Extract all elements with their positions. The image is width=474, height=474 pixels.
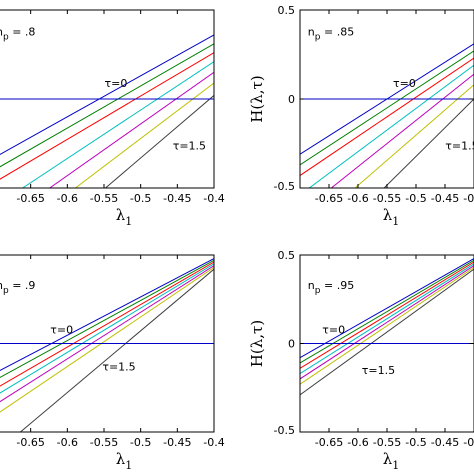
series-line-3 [308, 64, 474, 188]
series-group [0, 258, 214, 432]
series-line-2 [300, 261, 474, 369]
x-tick-label: -0.4 [463, 192, 474, 205]
x-axis-label: λ1 [383, 450, 400, 472]
x-tick-label: -0.45 [163, 436, 191, 449]
x-tick-label: -0.65 [315, 192, 343, 205]
y-axis-label: H(λ,τ) [248, 320, 266, 367]
x-tick-label: -0.55 [90, 192, 118, 205]
series-line-4 [331, 73, 474, 188]
x-tick-label: -0.6 [57, 192, 78, 205]
series-line-3 [300, 263, 474, 375]
x-tick-label: -0.65 [16, 192, 44, 205]
series-line-1 [300, 50, 474, 166]
tau-annotation: τ=0 [322, 323, 345, 336]
series-line-1 [300, 259, 474, 364]
x-tick-label: -0.5 [130, 436, 151, 449]
x-tick-label: -0.55 [373, 192, 401, 205]
series-line-3 [22, 61, 214, 188]
series-line-6 [105, 95, 214, 188]
series-line-5 [354, 84, 474, 188]
x-tick-label: -0.5 [405, 436, 426, 449]
y-tick-label: 0.5 [278, 249, 296, 262]
y-axis-label: H(λ,τ) [248, 75, 266, 122]
x-tick-label: -0.45 [431, 436, 459, 449]
series-line-0 [300, 258, 474, 359]
series-line-5 [300, 266, 474, 385]
series-line-2 [0, 261, 214, 387]
series-line-6 [20, 268, 214, 432]
np-annotation: np = .9 [0, 279, 35, 296]
x-tick-label: -0.65 [16, 436, 44, 449]
series-group [0, 34, 214, 188]
x-tick-label: -0.5 [405, 192, 426, 205]
panel-np-0-9: -0.65 -0.6 -0.55 -0.5 -0.45 -0.4 λ1 np = .9 τ=0 τ… [0, 254, 225, 472]
x-tick-label: -0.4 [203, 436, 224, 449]
x-tick-label: -0.6 [57, 436, 78, 449]
y-tick-label: -0.5 [274, 180, 295, 193]
series-line-1 [0, 259, 214, 378]
series-line-3 [0, 263, 214, 394]
series-line-4 [0, 265, 214, 403]
tau-annotation: τ=1.5 [445, 139, 474, 152]
x-axis-label: λ1 [383, 206, 400, 228]
x-tick-label: -0.6 [347, 436, 368, 449]
y-tick-label: 0.5 [278, 4, 296, 17]
tau-annotation: τ=1.5 [102, 361, 135, 374]
series-line-1 [0, 43, 214, 168]
series-line-0 [0, 34, 214, 155]
x-axis-label: λ1 [116, 206, 133, 228]
panel-np-0-85: -0.65 -0.6 -0.55 -0.5 -0.45 -0.4 0.5 0 -0.5 λ1 H(λ… [248, 4, 474, 228]
tau-annotation: τ=0 [393, 77, 416, 90]
tau-annotation: τ=0 [50, 323, 73, 336]
x-tick-label: -0.4 [463, 436, 474, 449]
series-line-5 [75, 82, 214, 188]
panel-np-0-8: -0.65 -0.6 -0.55 -0.5 -0.45 -0.4 λ1 np = .8 τ=0 τ… [0, 9, 225, 228]
y-tick-label: -0.5 [274, 424, 295, 437]
x-tick-label: -0.5 [130, 192, 151, 205]
series-line-2 [0, 52, 214, 180]
series-line-5 [0, 266, 214, 413]
tau-annotation: τ=1.5 [173, 139, 206, 152]
series-line-4 [49, 71, 214, 188]
x-axis-label: λ1 [116, 450, 133, 472]
series-line-2 [300, 57, 474, 176]
series-line-0 [0, 258, 214, 372]
y-tick-label: 0 [288, 93, 295, 106]
tau-annotation: τ=0 [105, 77, 128, 90]
np-annotation: np = .8 [0, 25, 35, 42]
series-line-6 [383, 98, 474, 188]
x-tick-label: -0.6 [347, 192, 368, 205]
np-annotation: np = .85 [308, 25, 354, 42]
x-tick-label: -0.65 [315, 436, 343, 449]
series-line-6 [300, 268, 474, 396]
x-tick-label: -0.55 [90, 436, 118, 449]
series-line-4 [300, 265, 474, 380]
x-tick-label: -0.45 [163, 192, 191, 205]
x-tick-label: -0.4 [203, 192, 224, 205]
y-tick-label: 0 [288, 338, 295, 351]
series-group [300, 43, 474, 188]
np-annotation: np = .95 [308, 279, 354, 296]
tau-annotation: τ=1.5 [362, 364, 395, 377]
series-group [300, 258, 474, 396]
x-tick-label: -0.55 [373, 436, 401, 449]
x-tick-label: -0.45 [431, 192, 459, 205]
panel-np-0-95: -0.65 -0.6 -0.55 -0.5 -0.45 -0.4 0.5 0 -0.5 λ1 H(λ… [248, 249, 474, 472]
